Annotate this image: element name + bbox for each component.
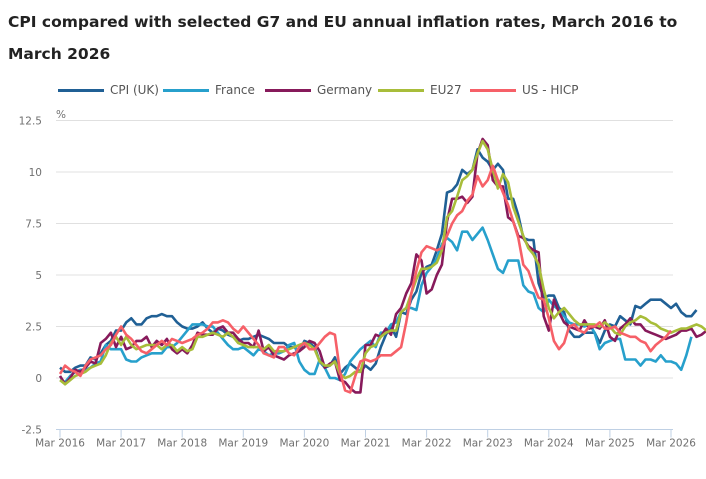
legend-label: CPI (UK) [110,83,159,97]
x-tick-label: Mar 2025 [585,438,635,450]
legend-item-us-hicp[interactable]: US - HICP [470,80,579,100]
y-tick-label: 2.5 [25,322,42,334]
legend-item-cpi-uk[interactable]: CPI (UK) [58,80,159,100]
x-tick-label: Mar 2022 [402,438,452,450]
y-tick-label: 7.5 [25,219,42,231]
legend-item-france[interactable]: France [163,80,255,100]
legend-swatch [378,88,424,92]
legend-swatch [163,88,209,92]
y-axis: 12.5 10 7.5 5 2.5 0 -2.5 [19,116,42,437]
series-line-france[interactable] [59,226,693,384]
legend-swatch [265,88,311,92]
legend-label: US - HICP [522,83,579,97]
y-tick-label: -2.5 [22,425,43,437]
series-line-germany[interactable] [58,137,706,394]
x-tick-label: Mar 2018 [157,438,207,450]
y-tick-label: 5 [35,270,42,282]
legend-item-germany[interactable]: Germany [265,80,372,100]
legend-item-eu27[interactable]: EU27 [378,80,462,100]
legend-label: France [215,83,255,97]
y-tick-label: 12.5 [19,116,42,128]
chart-title: CPI compared with selected G7 and EU ann… [8,13,678,63]
series-lines [58,137,706,394]
y-tick-label: 0 [35,373,42,385]
x-tick-label: Mar 2026 [646,438,696,450]
x-tick-label: Mar 2024 [524,438,574,450]
series-line-us-hicp[interactable] [58,164,673,394]
series-line-cpi-uk[interactable] [59,148,698,376]
x-tick-label: Mar 2023 [463,438,513,450]
x-tick-label: Mar 2016 [35,438,85,450]
legend-swatch [470,88,516,92]
legend-swatch [58,88,104,92]
legend-label: EU27 [430,83,462,97]
x-axis: Mar 2016 Mar 2017 Mar 2018 Mar 2019 Mar 2020… [35,429,696,450]
x-tick-label: Mar 2019 [218,438,268,450]
x-tick-label: Mar 2020 [279,438,329,450]
series-line-eu27[interactable] [59,139,706,386]
legend-label: Germany [317,83,373,97]
x-tick-label: Mar 2017 [96,438,146,450]
y-tick-label: 10 [29,167,42,179]
y-axis-unit: % [56,109,66,121]
legend: CPI (UK) France Germany EU27 US - HICP [0,80,706,100]
x-tick-label: Mar 2021 [341,438,391,450]
